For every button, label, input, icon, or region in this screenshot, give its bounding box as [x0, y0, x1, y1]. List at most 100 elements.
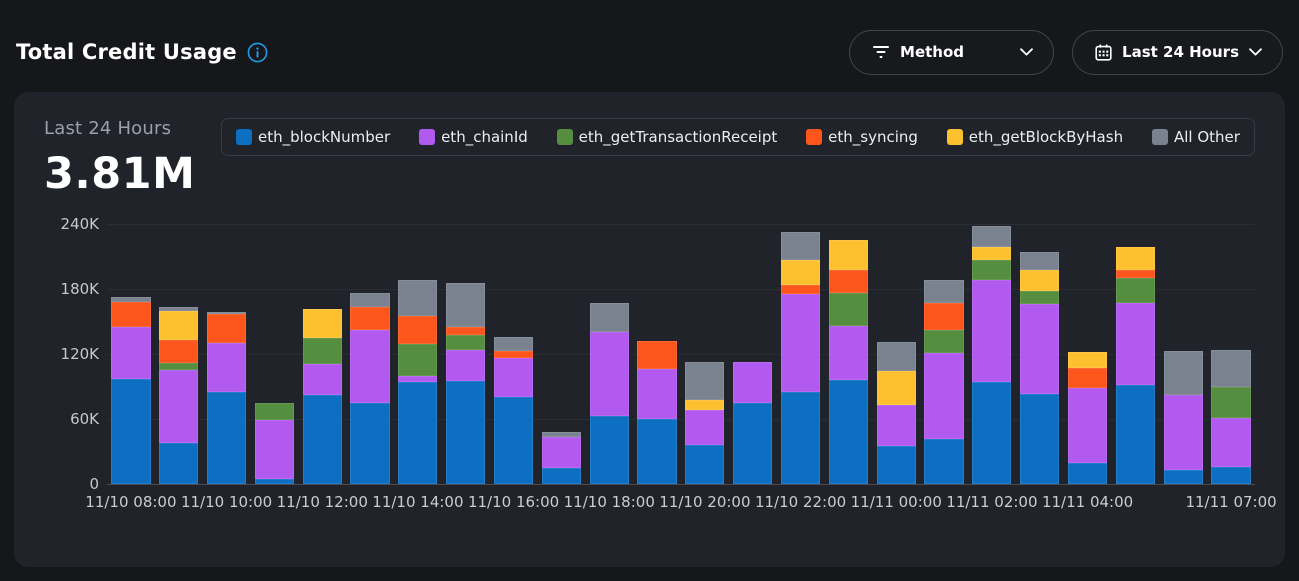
- bar-segment: [254, 478, 294, 484]
- chart-bar[interactable]: [302, 308, 342, 484]
- chart-bar[interactable]: [972, 226, 1012, 484]
- x-axis-tick-label: 11/11 07:00: [1185, 493, 1277, 511]
- bar-segment: [972, 280, 1012, 383]
- bar-segment: [493, 358, 534, 398]
- chevron-down-icon: [1249, 48, 1262, 56]
- chart-bar[interactable]: [1211, 349, 1251, 484]
- bar-segment: [350, 330, 390, 403]
- bar-segment: [1067, 351, 1108, 369]
- bar-segment: [350, 402, 390, 484]
- chart-bar[interactable]: [1067, 351, 1108, 484]
- legend-label: eth_getTransactionReceipt: [578, 128, 778, 146]
- chart-bar[interactable]: [206, 311, 247, 484]
- bar-segment: [1115, 385, 1155, 484]
- y-axis: 240K 180K 120K 60K 0: [44, 215, 107, 493]
- legend-swatch-icon: [236, 129, 252, 145]
- gridline: [107, 354, 1255, 355]
- bar-segment: [541, 432, 581, 438]
- legend-swatch-icon: [1151, 129, 1168, 145]
- bar-segment: [780, 259, 821, 285]
- bar-column: [824, 224, 872, 484]
- bar-segment: [972, 382, 1012, 484]
- chart-bar[interactable]: [254, 402, 294, 484]
- chart-bar[interactable]: [780, 231, 821, 484]
- chart-bar[interactable]: [1115, 246, 1155, 484]
- legend-item[interactable]: eth_blockNumber: [236, 128, 390, 146]
- y-axis-tick-label: 60K: [70, 410, 99, 428]
- bar-segment: [828, 240, 868, 270]
- chart-bar[interactable]: [111, 296, 151, 484]
- bar-segment: [493, 350, 534, 359]
- bar-column: [729, 224, 777, 484]
- bar-segment: [1163, 395, 1203, 470]
- summary-period-label: Last 24 Hours: [44, 118, 172, 139]
- chart-bar[interactable]: [446, 282, 486, 484]
- x-axis: 11/10 08:00 11/10 10:00 11/10 12:00 11/10 1…: [85, 484, 1276, 518]
- page-header: Total Credit Usage Method: [0, 0, 1299, 76]
- x-axis-tick-label: 11/10 12:00: [276, 493, 368, 511]
- chart-bar[interactable]: [1020, 252, 1060, 484]
- method-filter-button[interactable]: Method: [849, 29, 1055, 75]
- bar-segment: [398, 382, 438, 484]
- bar-segment: [398, 344, 438, 376]
- legend-label: eth_chainId: [441, 128, 528, 146]
- chart-bar[interactable]: [828, 240, 868, 484]
- bar-segment: [1020, 252, 1060, 270]
- filter-lines-icon: [873, 46, 890, 58]
- filter-bar: Method Last 24 Hours: [849, 29, 1283, 75]
- chart-bar[interactable]: [1163, 350, 1203, 484]
- bar-segment: [589, 332, 629, 416]
- chart-bar[interactable]: [541, 432, 581, 484]
- chart-plot-area: [107, 224, 1255, 485]
- chart-bar[interactable]: [733, 361, 773, 484]
- bar-column: [968, 224, 1016, 484]
- bar-segment: [828, 269, 868, 294]
- chart-bar[interactable]: [924, 280, 964, 484]
- bar-column: [920, 224, 968, 484]
- legend-item[interactable]: eth_getTransactionReceipt: [556, 128, 778, 146]
- bar-segment: [637, 341, 677, 370]
- bar-segment: [972, 259, 1012, 281]
- bar-segment: [876, 342, 916, 372]
- chart-bar[interactable]: [350, 293, 390, 484]
- bar-column: [1207, 224, 1255, 484]
- info-icon[interactable]: [247, 42, 268, 63]
- bar-segment: [1115, 278, 1155, 304]
- chart-bar[interactable]: [685, 361, 725, 484]
- bar-segment: [398, 280, 438, 317]
- credit-usage-card: Last 24 Hours 3.81M eth_blockNumber eth_c…: [14, 92, 1285, 567]
- bar-segment: [159, 442, 199, 484]
- bar-column: [1016, 224, 1064, 484]
- bar-segment: [206, 311, 247, 314]
- legend-item[interactable]: All Other: [1151, 128, 1240, 146]
- chart-bar[interactable]: [398, 280, 438, 484]
- chart-bar[interactable]: [876, 342, 916, 484]
- bar-segment: [493, 336, 534, 351]
- bar-segment: [685, 399, 725, 411]
- bar-column: [394, 224, 442, 484]
- chart-bar[interactable]: [493, 336, 534, 484]
- x-axis-tick-label: 11/10 16:00: [467, 493, 560, 511]
- bar-segment: [111, 326, 151, 379]
- bar-segment: [876, 404, 916, 447]
- bar-segment: [446, 349, 486, 382]
- bar-segment: [206, 313, 247, 344]
- chart-bar[interactable]: [589, 303, 629, 484]
- chart-bar[interactable]: [159, 307, 199, 484]
- legend-swatch-icon: [806, 129, 823, 145]
- stacked-bar-chart: 240K 180K 120K 60K 0: [44, 215, 1255, 493]
- bar-segment: [541, 437, 581, 468]
- x-axis-tick-label: 11/11 04:00: [1041, 493, 1134, 511]
- chart-bar[interactable]: [637, 341, 677, 484]
- bar-segment: [302, 308, 342, 338]
- legend-swatch-icon: [419, 129, 436, 145]
- gridline: [107, 289, 1255, 290]
- legend-item[interactable]: eth_getBlockByHash: [946, 128, 1123, 146]
- title-wrap: Total Credit Usage: [16, 40, 268, 64]
- legend-item[interactable]: eth_syncing: [806, 128, 918, 146]
- legend-swatch-icon: [946, 129, 963, 145]
- bar-segment: [924, 330, 964, 353]
- bar-segment: [1115, 303, 1155, 386]
- legend-item[interactable]: eth_chainId: [419, 128, 528, 146]
- time-range-button[interactable]: Last 24 Hours: [1072, 29, 1283, 75]
